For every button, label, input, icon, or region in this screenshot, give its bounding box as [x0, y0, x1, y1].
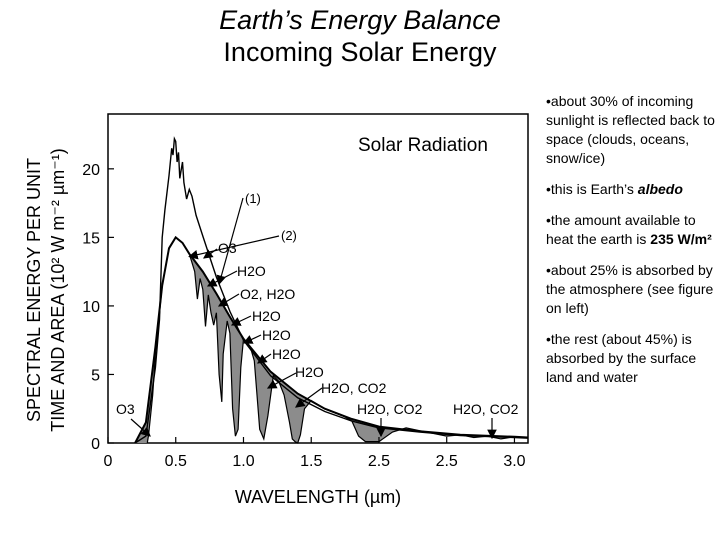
arrow-o3-top: [203, 248, 218, 259]
annotation-h2o-5: H2O: [295, 364, 324, 380]
annotation-h2o-co2-1: H2O, CO2: [321, 380, 387, 396]
annotation-curve-2: (2): [281, 228, 297, 243]
x-tick-label: 0.5: [165, 453, 187, 470]
y-tick-label: 5: [91, 367, 100, 384]
arrow-o3-bottom: [130, 418, 151, 437]
y-tick-label: 0: [91, 436, 100, 453]
note-albedo-30: •about 30% of incoming sunlight is refle…: [546, 92, 718, 168]
arrow-h2o-3: [242, 334, 262, 344]
arrow-o2-h2o: [217, 293, 240, 307]
note-2-emphasis: albedo: [637, 181, 683, 197]
slide-title: Earth’s Energy Balance Incoming Solar En…: [0, 4, 720, 68]
note-2-text: •this is Earth’s: [546, 181, 638, 197]
notes-panel: •about 30% of incoming sunlight is refle…: [546, 92, 718, 399]
x-tick-label: 2.5: [368, 453, 390, 470]
chart-title: Solar Radiation: [358, 135, 488, 156]
title-line-1: Earth’s Energy Balance: [219, 5, 501, 35]
note-3-emphasis: 235 W/m²: [650, 231, 712, 247]
annotation-h2o-3: H2O: [262, 327, 291, 343]
annotation-h2o-4: H2O: [272, 346, 301, 362]
x-tick-label: 2.5: [436, 453, 458, 470]
note-1-text: •about 30% of incoming sunlight is refle…: [546, 93, 715, 166]
annotation-o3-top: O3: [218, 240, 237, 256]
arrow-h2o-4: [257, 353, 272, 364]
series-line-1: [134, 136, 529, 444]
annotation-h2o-1: H2O: [237, 263, 266, 279]
y-axis-label-line-2: TIME AND AREA (10² W m⁻² µm⁻¹): [48, 148, 68, 431]
y-tick-label: 20: [82, 162, 100, 179]
note-surface-absorption: •the rest (about 45%) is absorbed by the…: [546, 330, 718, 387]
annotation-o2-h2o: O2, H2O: [240, 286, 295, 302]
note-atmosphere-absorption: •about 25% is absorbed by the atmosphere…: [546, 261, 718, 318]
x-tick-label: 1.5: [300, 453, 322, 470]
arrow-curve-1: [216, 197, 244, 286]
x-tick-label: 0: [104, 453, 113, 470]
annotation-curve-1: (1): [245, 191, 261, 206]
note-5-text: •the rest (about 45%) is absorbed by the…: [546, 331, 697, 385]
y-tick-label: 10: [82, 299, 100, 316]
plot-area-frame: [107, 113, 529, 444]
atmospheric-absorption-shading: [135, 237, 528, 443]
arrow-h2o-1: [206, 270, 238, 287]
x-tick-label: 3.0: [503, 453, 525, 470]
annotation-o3-bottom: O3: [116, 401, 135, 417]
annotation-h2o-co2-2: H2O, CO2: [357, 401, 423, 417]
arrow-h2o-2: [230, 315, 252, 326]
series-line-2: [134, 235, 529, 444]
y-axis-label-line-1: SPECTRAL ENERGY PER UNIT: [24, 158, 44, 422]
y-tick-label: 15: [82, 230, 100, 247]
note-available-energy: •the amount available to heat the earth …: [546, 211, 718, 249]
note-3-text: •the amount available to heat the earth …: [546, 212, 696, 247]
x-axis-label: WAVELENGTH (µm): [235, 487, 401, 507]
arrow-h2o-5: [266, 372, 297, 389]
note-4-text: •about 25% is absorbed by the atmosphere…: [546, 262, 714, 316]
title-line-2: Incoming Solar Energy: [223, 37, 497, 67]
surface-spectrum-line: [146, 236, 529, 444]
x-tick-label: 1.0: [232, 453, 254, 470]
annotation-h2o-2: H2O: [252, 308, 281, 324]
note-albedo-definition: •this is Earth’s albedo: [546, 180, 718, 199]
annotation-h2o-co2-3: H2O, CO2: [453, 401, 519, 417]
arrow-h2o-co2-1: [295, 387, 323, 408]
